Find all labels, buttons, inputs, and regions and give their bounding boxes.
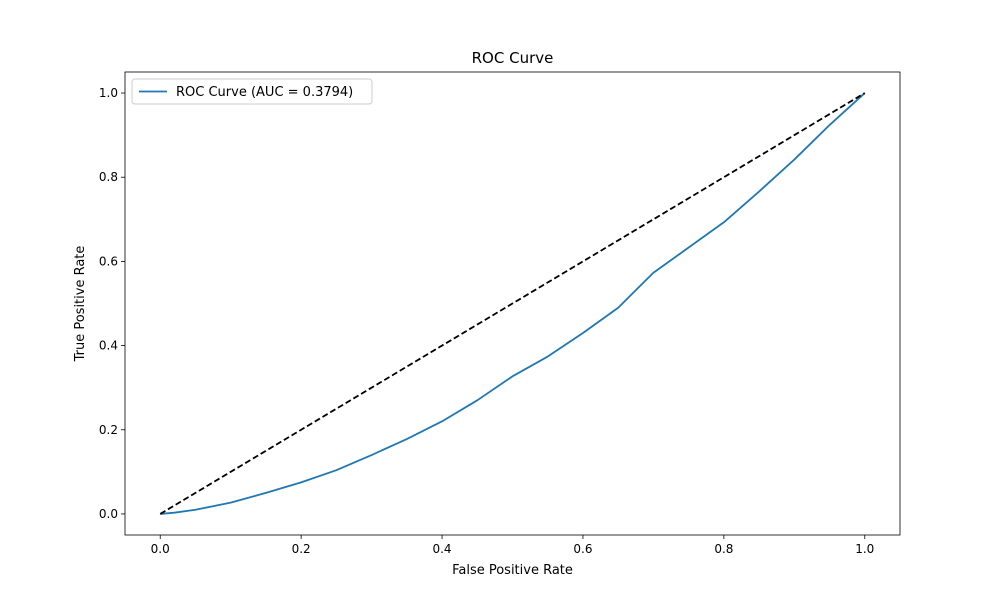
legend: ROC Curve (AUC = 0.3794) xyxy=(131,78,373,105)
y-axis-ticks: 0.0 0.2 0.4 0.6 0.8 1.0 xyxy=(99,86,125,521)
x-tick-label: 1.0 xyxy=(855,542,874,556)
x-tick-label: 0.6 xyxy=(573,542,592,556)
x-tick-label: 0.2 xyxy=(292,542,311,556)
diagonal-reference-line xyxy=(159,92,866,515)
chart-title: ROC Curve xyxy=(472,49,554,67)
x-axis-label: False Positive Rate xyxy=(452,563,573,578)
x-tick-label: 0.8 xyxy=(714,542,733,556)
plot-area xyxy=(124,71,901,536)
legend-entry: ROC Curve (AUC = 0.3794) xyxy=(176,85,353,100)
roc-curve-line xyxy=(160,92,866,515)
x-axis-ticks: 0.0 0.2 0.4 0.6 0.8 1.0 xyxy=(151,535,874,556)
y-tick-label: 0.8 xyxy=(99,170,118,184)
series-layer xyxy=(159,92,866,515)
y-tick-label: 0.2 xyxy=(99,423,118,437)
y-tick-label: 0.0 xyxy=(99,507,118,521)
plot-frame xyxy=(124,71,901,536)
y-tick-label: 0.4 xyxy=(99,339,118,353)
legend-box xyxy=(131,78,373,105)
y-axis-label: True Positive Rate xyxy=(73,246,88,363)
y-tick-label: 1.0 xyxy=(99,86,118,100)
y-tick-label: 0.6 xyxy=(99,254,118,268)
x-tick-label: 0.4 xyxy=(432,542,451,556)
x-tick-label: 0.0 xyxy=(151,542,170,556)
